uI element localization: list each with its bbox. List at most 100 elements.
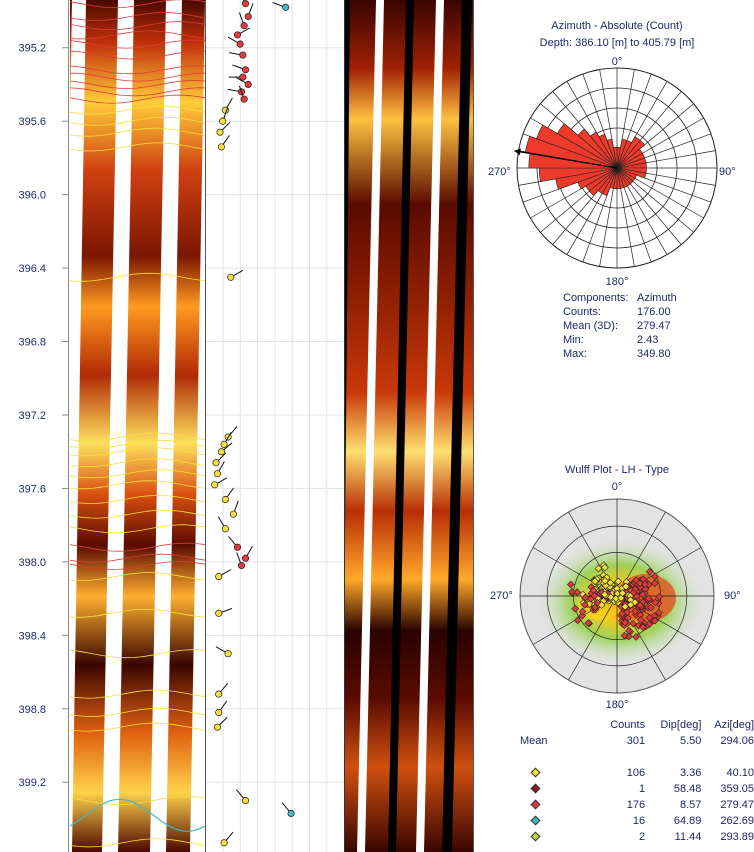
wulff-poles [566,561,663,641]
tadpole-red [237,562,246,570]
tadpole-red [233,543,242,551]
wulff-pole [578,607,587,616]
wulff-pole [645,567,654,576]
legend-azi: 293.89 [720,831,754,843]
wulff-pole [600,590,609,599]
bedding-sine [70,21,205,31]
legend-dip: 64.89 [673,815,702,827]
wulff-pole [601,581,610,590]
depth-tick-label: 396.0 [18,190,46,202]
wulff-pole [581,601,589,609]
wulff-pole [566,580,575,589]
wulff-pole [645,613,654,622]
rose-subtitle: Depth: 386.10 [m] to 405.79 [m] [540,37,695,49]
bedding-sine [70,722,205,732]
bedding-sine [70,480,205,490]
legend-swatch [530,799,541,810]
wulff-pole [629,619,638,628]
tadpole-yellow [221,525,229,533]
wulff-pole [600,563,609,572]
legend-header-azi: Azi[deg] [714,719,754,731]
rose-bar [616,139,646,169]
bedding-sine [70,708,205,717]
tadpole-yellow [212,459,220,467]
wulff-pole [614,577,623,586]
tadpole-yellow [241,797,250,805]
wulff-label-south: 180° [606,699,629,711]
rose-bar [613,146,618,169]
wulff-pole [639,623,647,631]
bedding-sine-cyan [70,798,205,832]
tadpole-red [241,66,250,74]
tadpole-red [233,31,242,39]
bedding-sine [70,142,205,152]
rose-label-north: 0° [612,56,623,68]
wulff-pole [631,607,639,616]
rose-bar [589,131,618,169]
tadpole-yellow [215,573,223,581]
wulff-pole [632,576,640,584]
wulff-label-north: 0° [612,481,623,493]
bedding-sine [70,127,205,137]
bedding-sine [70,796,205,805]
legend-mean-dip: 5.50 [679,735,702,747]
legend-dip: 11.44 [674,831,702,843]
rose-bar [598,133,618,169]
wulff-pole [620,631,629,640]
tadpole-yellow [217,448,225,456]
wulff-pole [636,611,645,619]
bedding-sine [70,12,205,21]
depth-tick-label: 398.8 [18,704,46,716]
wulff-plot-panel: Wulff Plot - LH - Type 0° 90° 180° 270° [490,464,741,711]
legend-mean-row: Mean 301 5.50 294.06 [520,733,754,749]
wulff-pole [632,633,640,641]
legend-header-counts: Counts [610,719,646,731]
wulff-pole [590,592,599,600]
bedding-sine [70,116,205,126]
wulff-pole [651,616,659,625]
bedding-sine [70,447,205,457]
wulff-pole [626,592,634,600]
rose-bar [606,138,618,169]
stat-row-min: Min: 2.43 [563,334,677,348]
stat-value: 279.47 [637,320,671,332]
rose-bars [525,123,647,197]
rose-bar [525,135,618,169]
wulff-pole [641,585,650,593]
tadpole-yellow [215,690,223,698]
wulff-pole [655,593,663,601]
wulff-pole [625,626,633,635]
rose-label-east: 90° [719,166,736,178]
bedding-sine [70,440,205,449]
bedding-sine [70,272,205,282]
stat-label: Min: [563,334,584,346]
legend-header: Counts Dip[deg] Azi[deg] [520,717,754,733]
tadpole-yellow [224,650,232,658]
bedding-sine [70,50,205,60]
legend-row: 106 3.36 40.10 [520,765,754,781]
tadpole-yellow [220,839,228,847]
image-track-right [345,0,474,852]
wulff-pole [644,594,653,603]
wulff-pole [622,582,630,591]
rose-label-south: 180° [606,276,629,288]
stat-value: 349.80 [637,348,671,360]
stat-value: 176.00 [637,306,671,318]
tadpole-yellow [216,128,224,136]
legend-dip: 58.48 [673,783,702,795]
wulff-pole [601,577,609,585]
wulff-pole [581,593,590,602]
bedding-sine [70,469,205,479]
stat-value: Azimuth [637,292,677,304]
bedding-sine [70,72,205,82]
wulff-pole [651,572,659,581]
tadpole-yellow [213,470,221,478]
rose-mean-arrow [514,148,618,169]
bedding-sine [70,608,205,618]
wulff-pole [589,586,598,595]
wulff-pole [624,614,632,622]
depth-tick-label: 399.2 [18,777,46,789]
legend-azi: 359.05 [720,783,754,795]
legend-swatch [530,783,541,794]
